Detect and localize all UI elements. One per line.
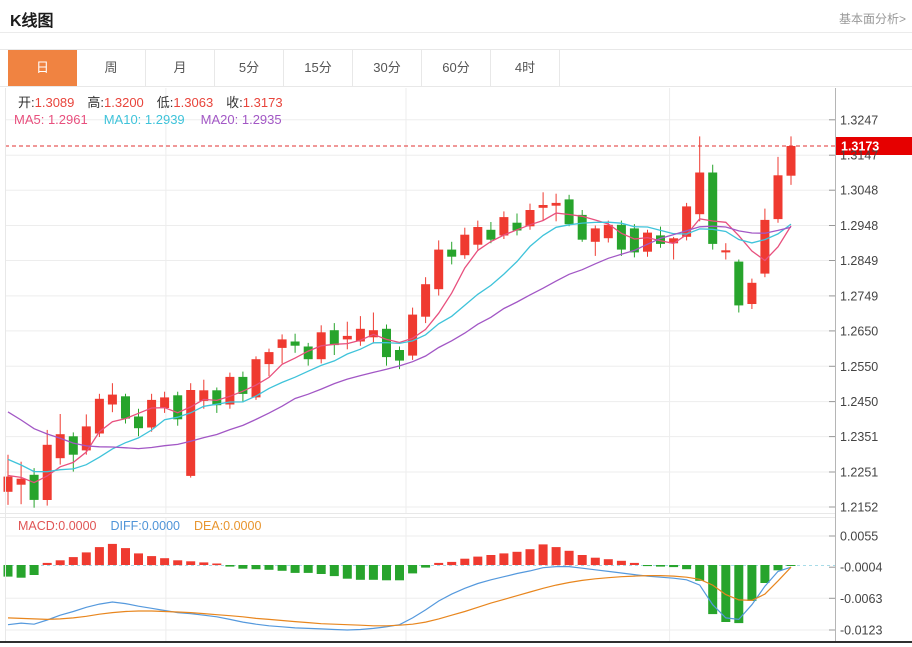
svg-text:1.2152: 1.2152 (840, 501, 878, 515)
svg-text:1.3247: 1.3247 (840, 113, 878, 127)
svg-text:1.3147: 1.3147 (840, 149, 878, 163)
ma5-line (7, 212, 792, 484)
svg-text:1.3173: 1.3173 (841, 140, 879, 154)
svg-text:1.2351: 1.2351 (840, 430, 878, 444)
svg-text:1.2749: 1.2749 (840, 289, 878, 303)
tab-day[interactable]: 日 (8, 50, 77, 86)
tab-4hour[interactable]: 4时 (491, 50, 560, 86)
svg-text:0.0055: 0.0055 (840, 530, 878, 544)
page-title: K线图 (10, 13, 54, 30)
macd-histogram (3, 543, 796, 624)
svg-text:-0.0123: -0.0123 (840, 624, 882, 638)
kline-chart-canvas[interactable]: 1.3173 1.3247 1.3147 1.3048 1.2948 1.2849 1.27… (0, 87, 912, 647)
ma10-line (7, 221, 792, 473)
tab-week[interactable]: 周 (77, 50, 146, 86)
dea-line (7, 566, 792, 627)
tab-5min[interactable]: 5分 (215, 50, 284, 86)
tab-15min[interactable]: 15分 (284, 50, 353, 86)
tab-month[interactable]: 月 (146, 50, 215, 86)
interval-tabbar: 日 周 月 5分 15分 30分 60分 4时 (0, 49, 912, 87)
candlesticks (3, 136, 796, 508)
current-price-tag: 1.3173 (836, 137, 912, 155)
svg-text:1.2550: 1.2550 (840, 360, 878, 374)
svg-text:1.2650: 1.2650 (840, 324, 878, 338)
ma20-line (7, 225, 792, 450)
svg-text:1.2948: 1.2948 (840, 219, 878, 233)
tab-30min[interactable]: 30分 (353, 50, 422, 86)
chart-region: 1.3173 1.3247 1.3147 1.3048 1.2948 1.2849 1.27… (0, 87, 912, 647)
gridlines (5, 88, 835, 641)
svg-text:1.2450: 1.2450 (840, 395, 878, 409)
svg-text:-0.0063: -0.0063 (840, 592, 882, 606)
page-header: K线图 基本面分析> (0, 0, 912, 33)
svg-text:1.3048: 1.3048 (840, 184, 878, 198)
fundamental-analysis-link[interactable]: 基本面分析> (838, 12, 906, 26)
chart-borders (0, 88, 912, 643)
axis-ticks (829, 119, 835, 631)
svg-text:-0.0004: -0.0004 (840, 561, 882, 575)
axis-labels: 1.3247 1.3147 1.3048 1.2948 1.2849 1.2749 1.26… (840, 113, 882, 637)
tab-60min[interactable]: 60分 (422, 50, 491, 86)
svg-text:1.2251: 1.2251 (840, 466, 878, 480)
svg-text:1.2849: 1.2849 (840, 254, 878, 268)
